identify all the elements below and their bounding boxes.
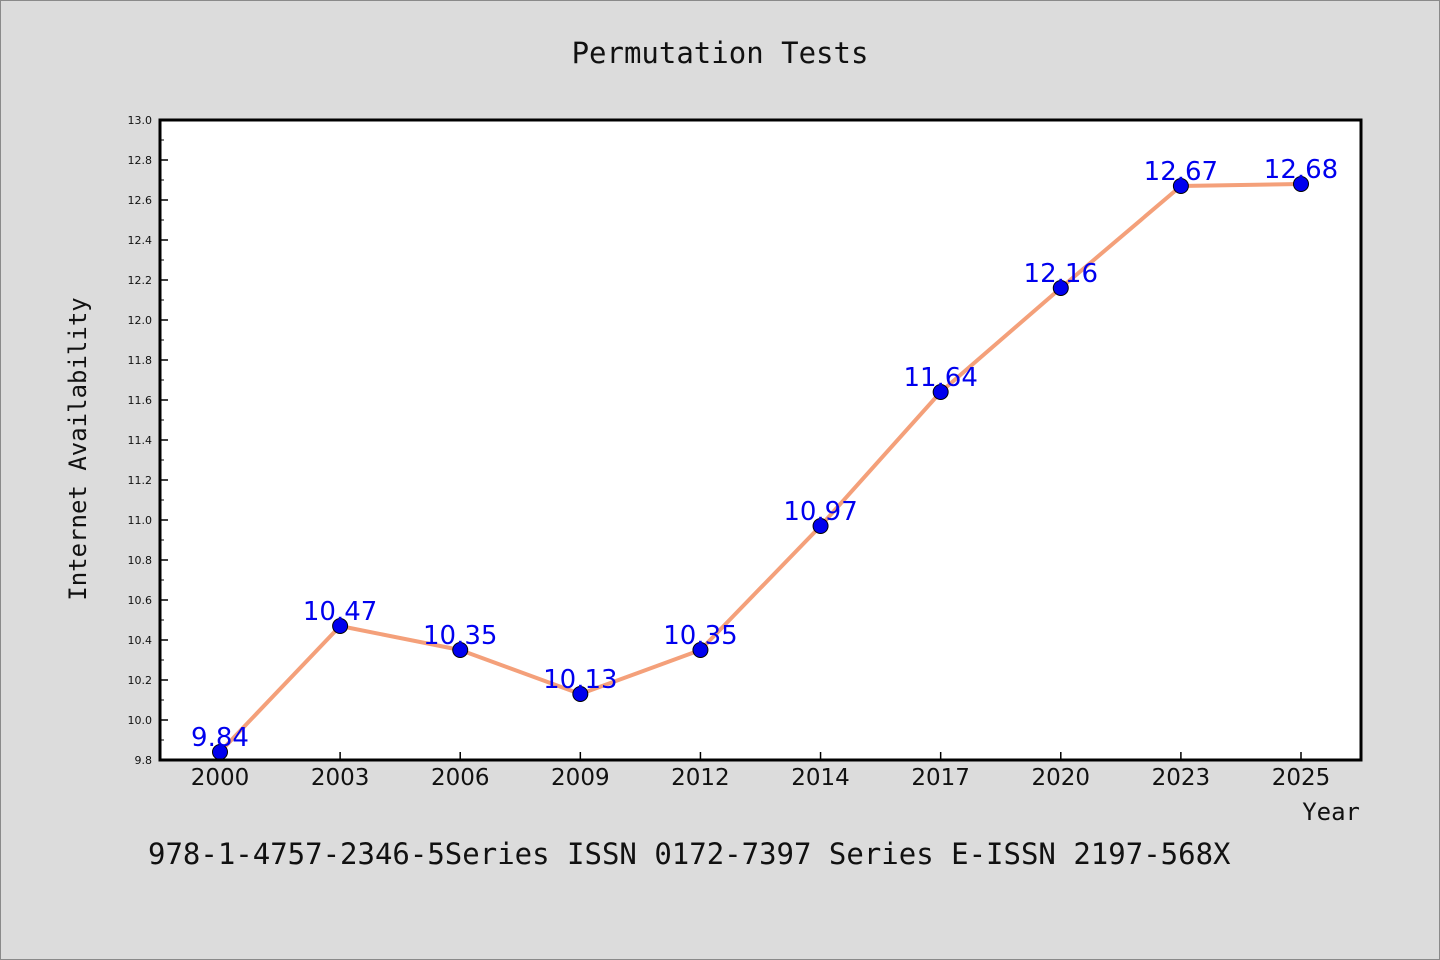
- x-tick-label: 2000: [191, 765, 250, 791]
- plot-border: [158, 118, 1363, 762]
- y-tick-label: 11.0: [128, 514, 153, 527]
- data-point: [1052, 280, 1069, 296]
- chart-title: Permutation Tests: [572, 36, 869, 70]
- data-point: [332, 618, 349, 634]
- x-tick-label: 2006: [431, 765, 490, 791]
- x-tick-label: 2025: [1272, 765, 1331, 791]
- y-tick-label: 10.4: [128, 634, 153, 647]
- data-label: 11.64: [903, 363, 977, 393]
- data-point: [1172, 178, 1189, 194]
- footer-isbn-text: 978-1-4757-2346-5Series ISSN 0172-7397 S…: [148, 837, 1231, 871]
- y-tick-label: 12.4: [128, 234, 153, 247]
- data-label: 10.97: [783, 497, 857, 527]
- x-tick-label: 2009: [551, 765, 610, 791]
- data-label: 10.13: [543, 665, 617, 695]
- y-axis-label: Internet Availability: [64, 297, 92, 600]
- x-axis: 2000 2003 2006 2009 2012 2014 2017 2020 2023 2025: [191, 752, 1331, 791]
- y-tick-label: 9.8: [135, 754, 153, 767]
- x-tick-label: 2023: [1152, 765, 1211, 791]
- data-label: 12.68: [1264, 155, 1338, 185]
- y-tick-label: 11.8: [128, 354, 153, 367]
- y-tick-label: 11.6: [128, 394, 153, 407]
- y-tick-label: 13.0: [128, 114, 153, 127]
- x-tick-label: 2020: [1032, 765, 1091, 791]
- data-point: [572, 686, 589, 702]
- data-point: [692, 642, 709, 658]
- data-label: 10.47: [303, 597, 377, 627]
- x-axis-label: Year: [1302, 798, 1360, 826]
- data-point: [1293, 176, 1309, 192]
- data-point: [812, 518, 829, 534]
- y-axis: 9.8 10.0 10.2 10.4 10.6 10.8 11.0 11.2 11.4 11.6 1…: [128, 114, 168, 767]
- series-line: [218, 182, 1303, 754]
- y-tick-label: 11.4: [128, 434, 153, 447]
- data-label: 10.35: [663, 621, 737, 651]
- data-label: 10.35: [423, 621, 497, 651]
- x-tick-label: 2003: [311, 765, 370, 791]
- x-tick-label: 2012: [671, 765, 730, 791]
- data-point: [932, 384, 949, 400]
- data-label: 12.16: [1024, 259, 1098, 289]
- data-point: [452, 642, 469, 658]
- y-tick-label: 10.6: [128, 594, 153, 607]
- y-tick-label: 11.2: [128, 474, 153, 487]
- y-tick-label: 12.8: [128, 154, 153, 167]
- y-tick-label: 10.0: [128, 714, 153, 727]
- y-tick-label: 12.0: [128, 314, 153, 327]
- series-layer: 9.84 10.47 10.35 10.13 10.35 10.97 11.64 12.16 1…: [191, 155, 1338, 760]
- plot-area: [160, 120, 1361, 760]
- y-tick-label: 12.6: [128, 194, 153, 207]
- y-tick-label: 10.2: [128, 674, 153, 687]
- x-tick-label: 2017: [911, 765, 970, 791]
- data-label: 12.67: [1144, 157, 1218, 187]
- y-tick-label: 10.8: [128, 554, 153, 567]
- x-tick-label: 2014: [791, 765, 850, 791]
- data-label: 9.84: [191, 723, 249, 753]
- y-tick-label: 12.2: [128, 274, 153, 287]
